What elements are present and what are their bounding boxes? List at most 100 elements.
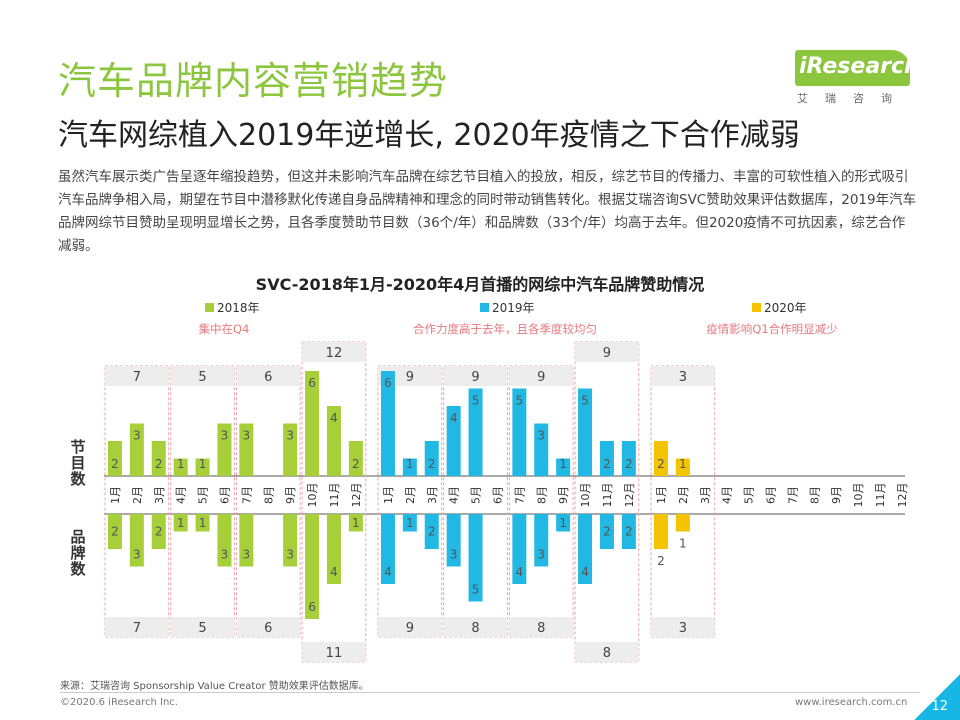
month-label: 9月 xyxy=(284,486,297,504)
month-label: 4月 xyxy=(448,486,461,504)
program-bar xyxy=(534,423,549,476)
quarter-total-box-bottom xyxy=(302,642,366,662)
source-note: 来源：艾瑞咨询 Sponsorship Value Creator 赞助效果评估… xyxy=(60,681,369,692)
month-label: 6月 xyxy=(491,486,504,504)
quarter-total-brands: 5 xyxy=(198,621,206,636)
month-label: 3月 xyxy=(699,486,712,504)
program-bar xyxy=(305,371,320,476)
quarter-total-box-bottom xyxy=(651,617,715,637)
month-label: 10月 xyxy=(306,483,319,508)
month-label: 12月 xyxy=(623,483,636,508)
brand-value-label: 2 xyxy=(657,554,665,568)
month-label: 2月 xyxy=(677,486,690,504)
brand-bar xyxy=(578,514,593,584)
series-note-0: 集中在Q4 xyxy=(199,322,250,336)
program-bar xyxy=(283,423,298,476)
quarter-total-box-bottom xyxy=(236,617,301,637)
program-bar xyxy=(578,388,593,476)
program-value-label: 1 xyxy=(559,457,567,471)
page-subtitle: 汽车网综植入2019年逆增长, 2020年疫情之下合作减弱 xyxy=(58,118,800,153)
brand-bar xyxy=(348,514,363,532)
series-note-2: 疫情影响Q1合作明显减少 xyxy=(706,322,837,336)
brand-value-label: 1 xyxy=(679,537,687,551)
logo-leaf-shape xyxy=(795,50,910,86)
program-bar xyxy=(402,458,417,476)
quarter-total-box-bottom xyxy=(575,642,639,662)
brand-bar xyxy=(107,514,122,549)
quarter-total-box-top xyxy=(236,366,301,386)
month-label: 10月 xyxy=(852,483,865,508)
month-label: 4月 xyxy=(175,486,188,504)
brand-bar xyxy=(173,514,188,532)
brand-value-label: 1 xyxy=(177,516,185,530)
logo-subtitle: 艾瑞咨询 xyxy=(797,92,909,105)
quarter-total-box-bottom xyxy=(170,617,235,637)
brand-bar xyxy=(217,514,232,567)
quarter-total-brands: 9 xyxy=(406,621,414,636)
brand-value-label: 3 xyxy=(286,548,294,562)
quarter-total-box-top xyxy=(105,366,169,386)
program-value-label: 1 xyxy=(177,457,185,471)
quarter-total-brands: 7 xyxy=(133,621,141,636)
brand-value-label: 4 xyxy=(330,565,338,579)
month-label: 6月 xyxy=(764,486,777,504)
program-value-label: 5 xyxy=(516,394,524,408)
brand-bar xyxy=(129,514,144,567)
program-bar xyxy=(621,441,636,476)
program-bar xyxy=(129,423,144,476)
page-corner-decoration xyxy=(914,674,960,720)
brand-bar xyxy=(195,514,210,532)
program-value-label: 2 xyxy=(625,457,633,471)
brand-bar xyxy=(534,514,549,567)
program-bar xyxy=(424,441,439,476)
month-label: 9月 xyxy=(557,486,570,504)
brand-value-label: 5 xyxy=(472,583,480,597)
program-bar xyxy=(217,423,232,476)
quarter-total-brands: 6 xyxy=(264,621,272,636)
quarter-total-box-top xyxy=(170,366,235,386)
month-label: 3月 xyxy=(426,486,439,504)
program-value-label: 3 xyxy=(537,429,545,443)
program-bar xyxy=(599,441,614,476)
program-bar xyxy=(556,458,571,476)
logo-name: iResearch xyxy=(799,54,920,79)
program-value-label: 6 xyxy=(384,376,392,390)
brand-bar xyxy=(512,514,527,584)
legend-label-1: 2019年 xyxy=(492,301,535,315)
series-note-1: 合作力度高于去年，且各季度较均匀 xyxy=(413,322,597,336)
footer-url[interactable]: www.iresearch.com.cn xyxy=(795,697,908,708)
page-number: 12 xyxy=(931,699,948,714)
brand-bar xyxy=(283,514,298,567)
brand-value-label: 2 xyxy=(155,525,163,539)
quarter-total-brands: 8 xyxy=(603,646,611,661)
program-bar xyxy=(326,406,341,476)
top-axis-label-char: 目 xyxy=(70,454,85,472)
month-label: 5月 xyxy=(743,486,756,504)
program-bar xyxy=(239,423,254,476)
program-value-label: 4 xyxy=(450,411,458,425)
month-label: 9月 xyxy=(830,486,843,504)
program-bar xyxy=(653,441,668,476)
brand-value-label: 3 xyxy=(133,548,141,562)
quarter-total-box-top xyxy=(302,342,366,362)
month-label: 5月 xyxy=(470,486,483,504)
brand-bar xyxy=(675,514,690,532)
program-bar xyxy=(675,458,690,476)
brand-value-label: 3 xyxy=(243,548,251,562)
brand-bar xyxy=(446,514,461,567)
month-label: 7月 xyxy=(786,486,799,504)
month-label: 2月 xyxy=(131,486,144,504)
brand-value-label: 2 xyxy=(428,525,436,539)
program-bar xyxy=(380,371,395,476)
copyright: ©2020.6 iResearch Inc. xyxy=(60,697,178,708)
quarter-total-box-top xyxy=(509,366,574,386)
quarter-total-brands: 3 xyxy=(679,621,687,636)
quarter-total-brands: 8 xyxy=(471,621,479,636)
program-bar xyxy=(446,406,461,476)
brand-value-label: 3 xyxy=(537,548,545,562)
program-bar xyxy=(173,458,188,476)
brand-value-label: 4 xyxy=(581,565,589,579)
month-label: 1月 xyxy=(109,486,122,504)
month-label: 8月 xyxy=(808,486,821,504)
